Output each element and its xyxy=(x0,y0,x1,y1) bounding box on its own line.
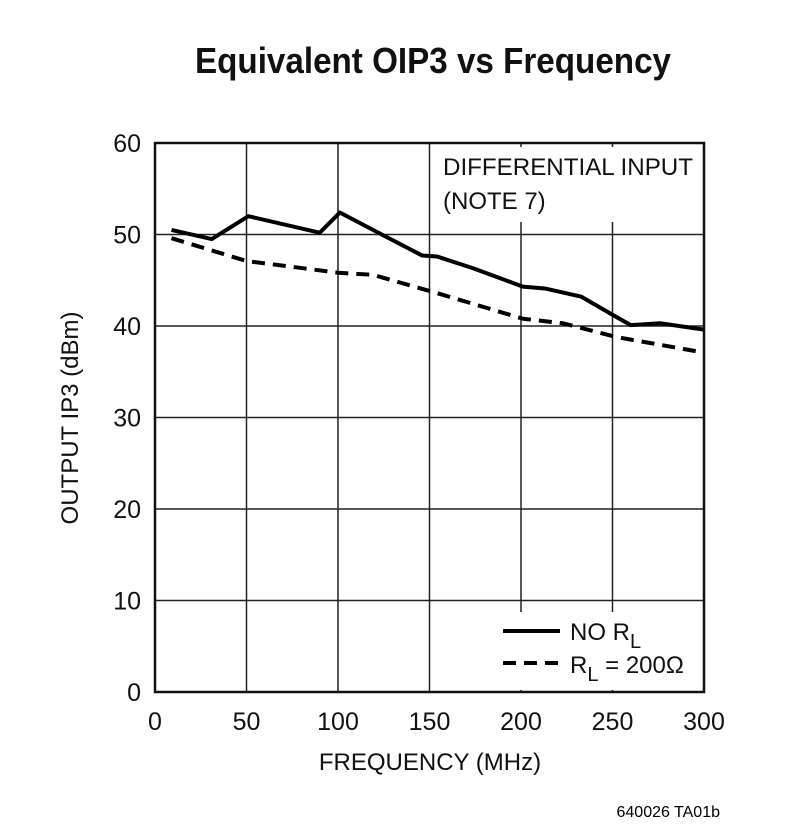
legend: NO RL RL = 200Ω xyxy=(503,619,684,686)
legend-background xyxy=(500,612,702,690)
y-tick-label: 30 xyxy=(113,405,141,433)
y-tick-label: 50 xyxy=(113,222,141,250)
series-line-dashed xyxy=(170,236,699,354)
annotation-line-2: (NOTE 7) xyxy=(443,188,546,215)
series-group xyxy=(170,210,705,354)
legend-label-dashed: RL = 200Ω xyxy=(570,652,684,686)
x-tick-label: 300 xyxy=(683,708,725,736)
y-tick-label: 20 xyxy=(113,496,141,524)
x-axis-label: FREQUENCY (MHz) xyxy=(319,749,541,776)
x-tick-label: 200 xyxy=(500,708,542,736)
legend-label-solid: NO RL xyxy=(570,619,641,653)
footer-code: 640026 TA01b xyxy=(616,804,721,821)
y-tick-label: 40 xyxy=(113,313,141,341)
y-tick-label: 10 xyxy=(113,588,141,616)
plot-frame xyxy=(153,141,706,694)
x-tick-label: 0 xyxy=(148,708,162,736)
y-tick-label: 0 xyxy=(127,679,141,707)
y-axis-label: OUTPUT IP3 (dBm) xyxy=(57,312,84,525)
x-tick-label: 100 xyxy=(317,708,359,736)
x-tick-label: 50 xyxy=(233,708,261,736)
tick-labels: 0 50 100 150 200 250 300 0 10 20 30 40 50 60 xyxy=(113,130,725,736)
grid xyxy=(155,143,704,692)
x-tick-label: 150 xyxy=(409,708,451,736)
x-tick-label: 250 xyxy=(592,708,634,736)
y-tick-label: 60 xyxy=(113,130,141,158)
annotation-background xyxy=(436,147,702,222)
series-line-solid xyxy=(171,210,705,332)
annotation-line-1: DIFFERENTIAL INPUT xyxy=(443,154,693,181)
chart-title: Equivalent OIP3 vs Frequency xyxy=(195,40,671,81)
